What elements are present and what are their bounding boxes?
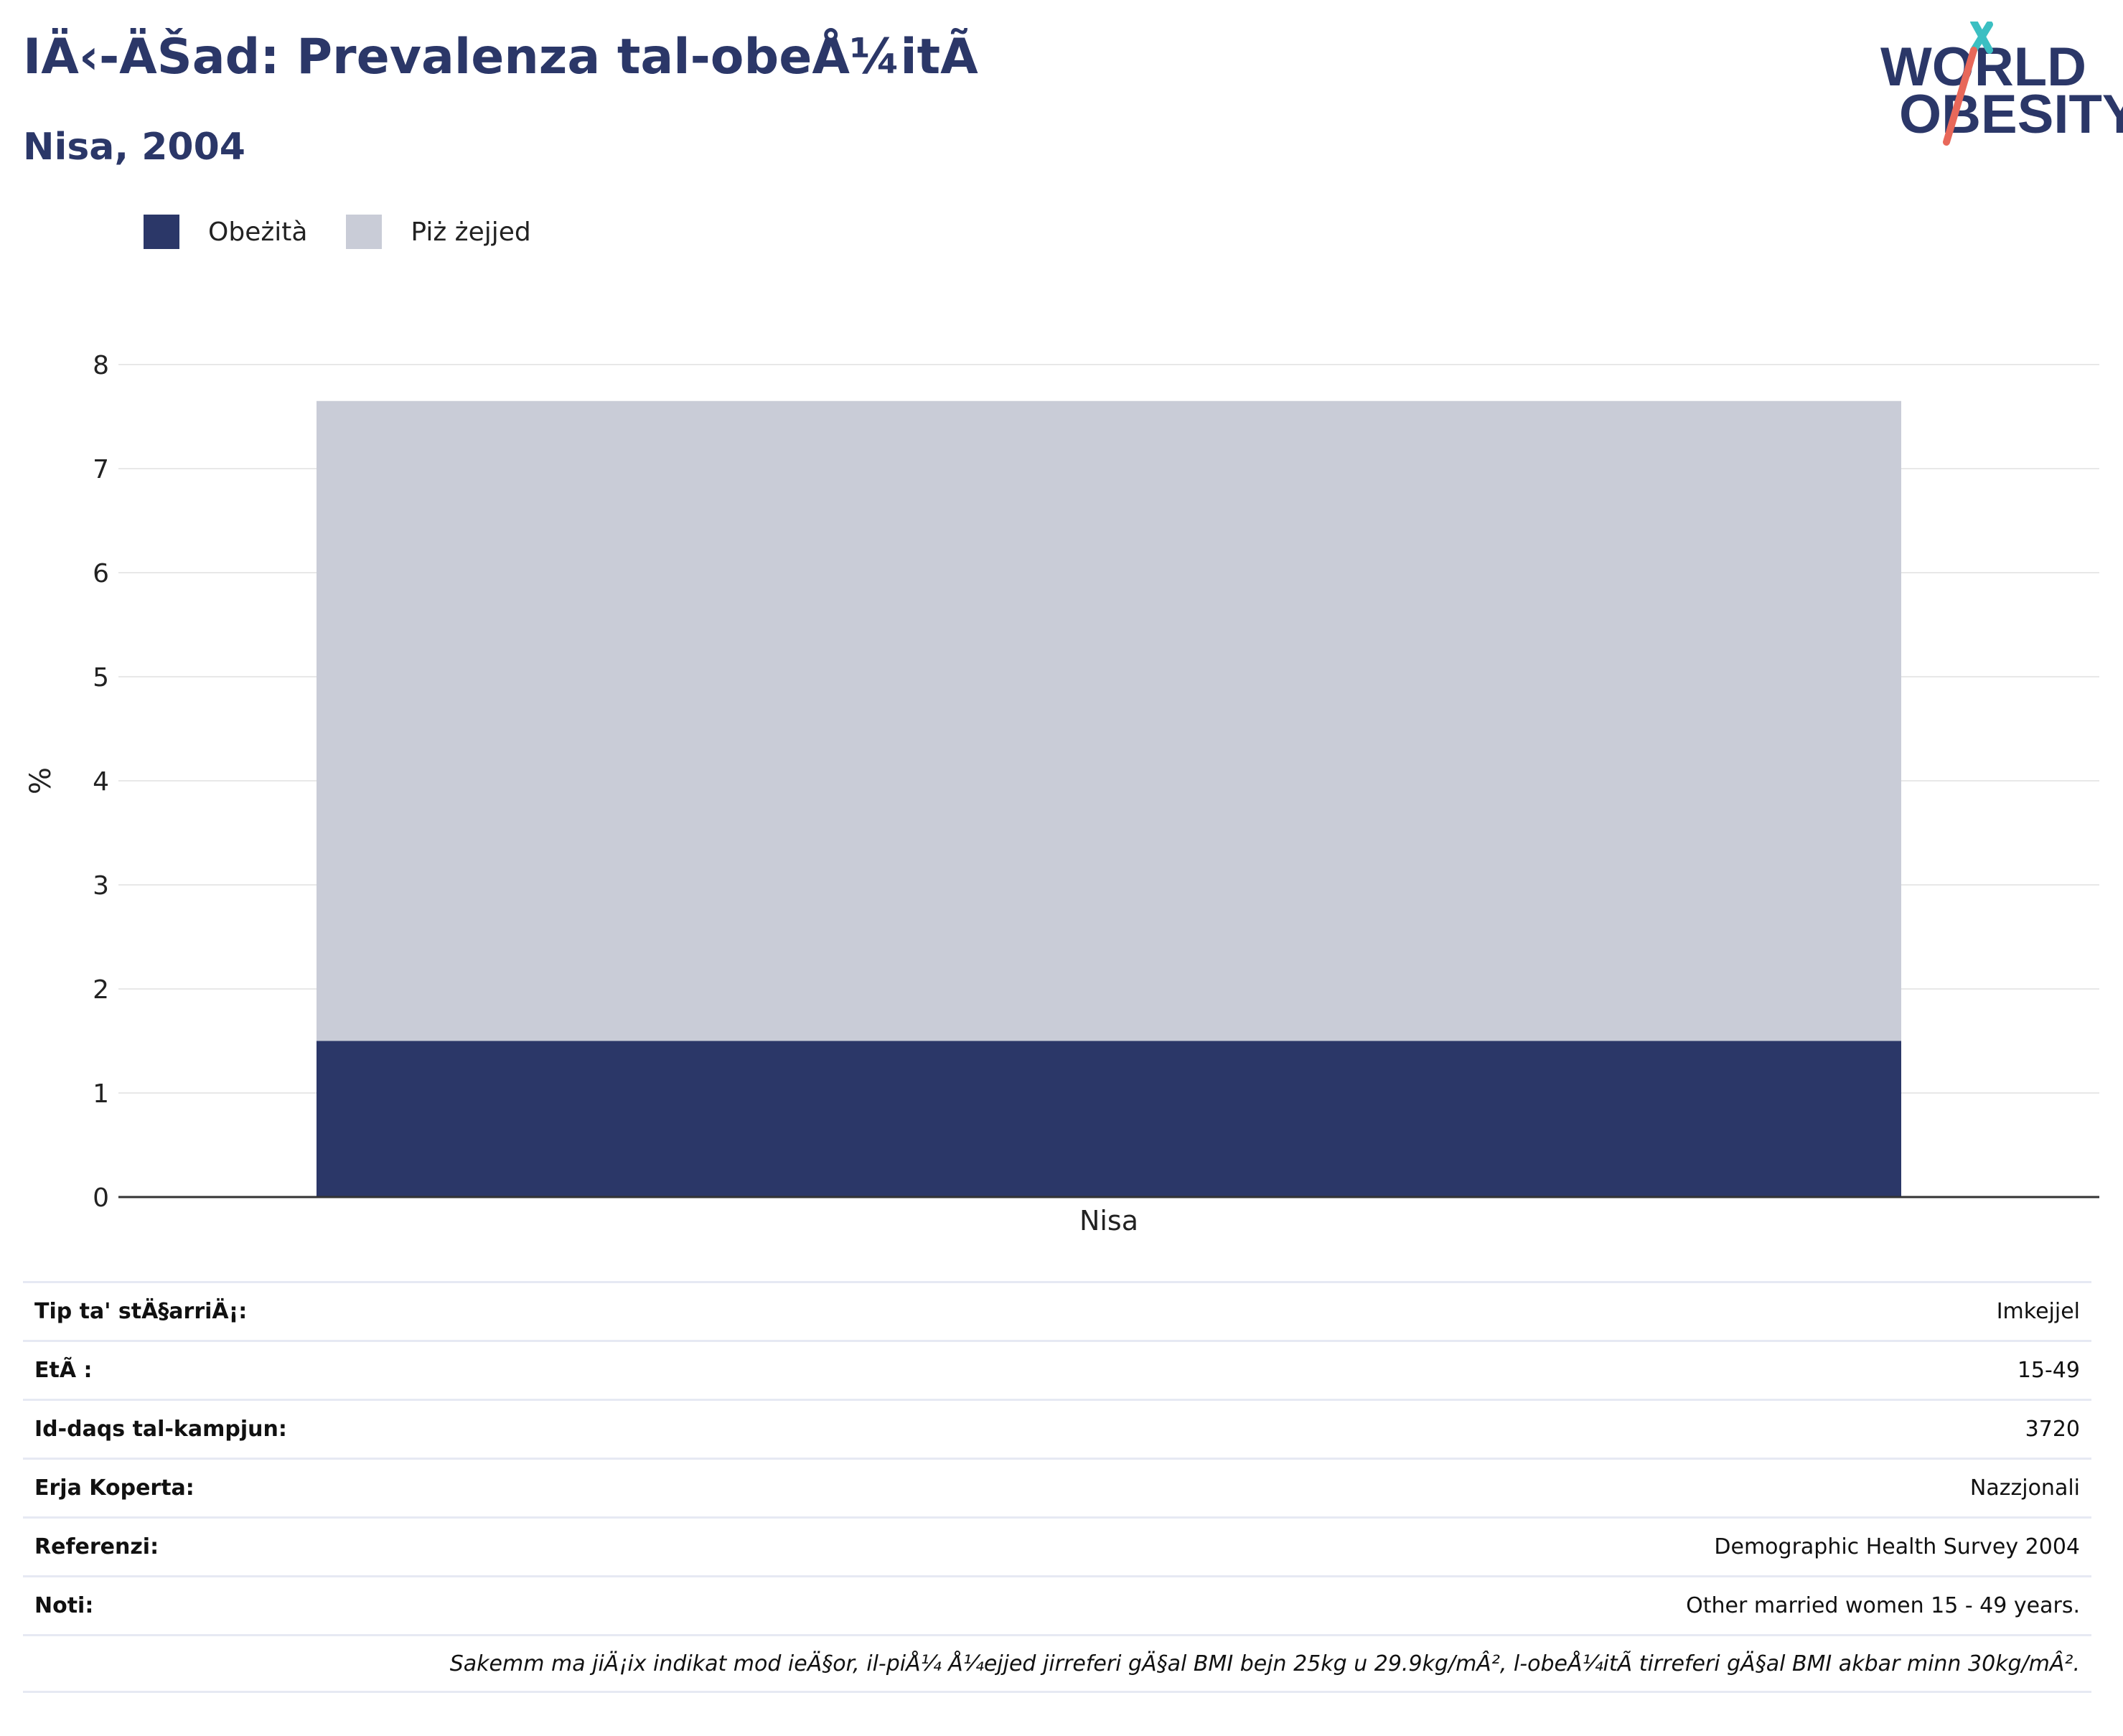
table-row: Tip ta' stÄ§arriÄ¡: Imkejjel bbox=[23, 1281, 2091, 1340]
table-row: EtÃ : 15-49 bbox=[23, 1340, 2091, 1399]
legend-swatch-overweight bbox=[346, 215, 383, 249]
legend-item-obesity[interactable]: Obeżità bbox=[144, 215, 307, 249]
info-table: Tip ta' stÄ§arriÄ¡: Imkejjel EtÃ : 15-49… bbox=[23, 1281, 2091, 1693]
table-key: Erja Koperta: bbox=[34, 1475, 195, 1501]
y-tick-label: 8 bbox=[93, 351, 109, 380]
chart-legend: Obeżità Piż żejjed bbox=[144, 214, 570, 250]
table-row: Id-daqs tal-kampjun: 3720 bbox=[23, 1399, 2091, 1458]
table-value: Nazzjonali bbox=[1969, 1475, 2080, 1501]
footnote-text: Sakemm ma jiÄ¡ix indikat mod ieÄ§or, il-… bbox=[449, 1651, 2080, 1676]
table-row: Noti: Other married women 15 - 49 years. bbox=[23, 1575, 2091, 1634]
logo-word-world: WORLD bbox=[1880, 37, 2087, 98]
table-value: Other married women 15 - 49 years. bbox=[1686, 1593, 2080, 1618]
y-tick-label: 0 bbox=[93, 1183, 109, 1213]
table-key: Id-daqs tal-kampjun: bbox=[34, 1417, 287, 1442]
table-row: Referenzi: Demographic Health Survey 200… bbox=[23, 1516, 2091, 1575]
bar-chart: 0 1 2 3 4 5 6 7 8 Nisa% bbox=[24, 351, 2099, 1237]
x-tick-label: Nisa bbox=[1079, 1205, 1138, 1237]
table-key: Noti: bbox=[34, 1593, 94, 1618]
logo-slash-icon bbox=[1943, 22, 1993, 146]
y-tick-label: 2 bbox=[93, 975, 109, 1005]
legend-item-overweight[interactable]: Piż żejjed bbox=[346, 215, 531, 249]
chart-title: IÄ‹-ÄŠad: Prevalenza tal-obeÅ¼itÃ bbox=[23, 29, 978, 85]
footnote: Sakemm ma jiÄ¡ix indikat mod ieÄ§or, il-… bbox=[23, 1634, 2091, 1693]
bar-overweight bbox=[317, 400, 1901, 1041]
y-axis-label: % bbox=[24, 767, 57, 794]
table-row: Erja Koperta: Nazzjonali bbox=[23, 1458, 2091, 1516]
legend-swatch-obesity bbox=[144, 215, 179, 249]
table-value: 15-49 bbox=[2017, 1358, 2080, 1383]
legend-label-overweight: Piż żejjed bbox=[411, 217, 531, 247]
table-value: 3720 bbox=[2025, 1417, 2080, 1442]
logo-word-obesity: OBESITY bbox=[1899, 84, 2123, 145]
table-key: Referenzi: bbox=[34, 1534, 159, 1559]
table-key: EtÃ : bbox=[34, 1358, 93, 1383]
bar-obesity bbox=[317, 1041, 1901, 1197]
y-tick-label: 6 bbox=[93, 559, 109, 588]
chart-subtitle: Nisa, 2004 bbox=[23, 126, 245, 169]
y-tick-label: 7 bbox=[93, 455, 109, 484]
y-tick-label: 1 bbox=[93, 1079, 109, 1109]
legend-label-obesity: Obeżità bbox=[208, 217, 308, 247]
y-tick-label: 3 bbox=[93, 871, 109, 901]
y-tick-label: 5 bbox=[93, 663, 109, 693]
table-value: Imkejjel bbox=[1996, 1299, 2080, 1324]
table-key: Tip ta' stÄ§arriÄ¡: bbox=[34, 1299, 248, 1324]
y-tick-label: 4 bbox=[93, 767, 109, 797]
table-value: Demographic Health Survey 2004 bbox=[1714, 1534, 2080, 1559]
world-obesity-logo: WORLD OBESITY bbox=[1866, 22, 2123, 151]
